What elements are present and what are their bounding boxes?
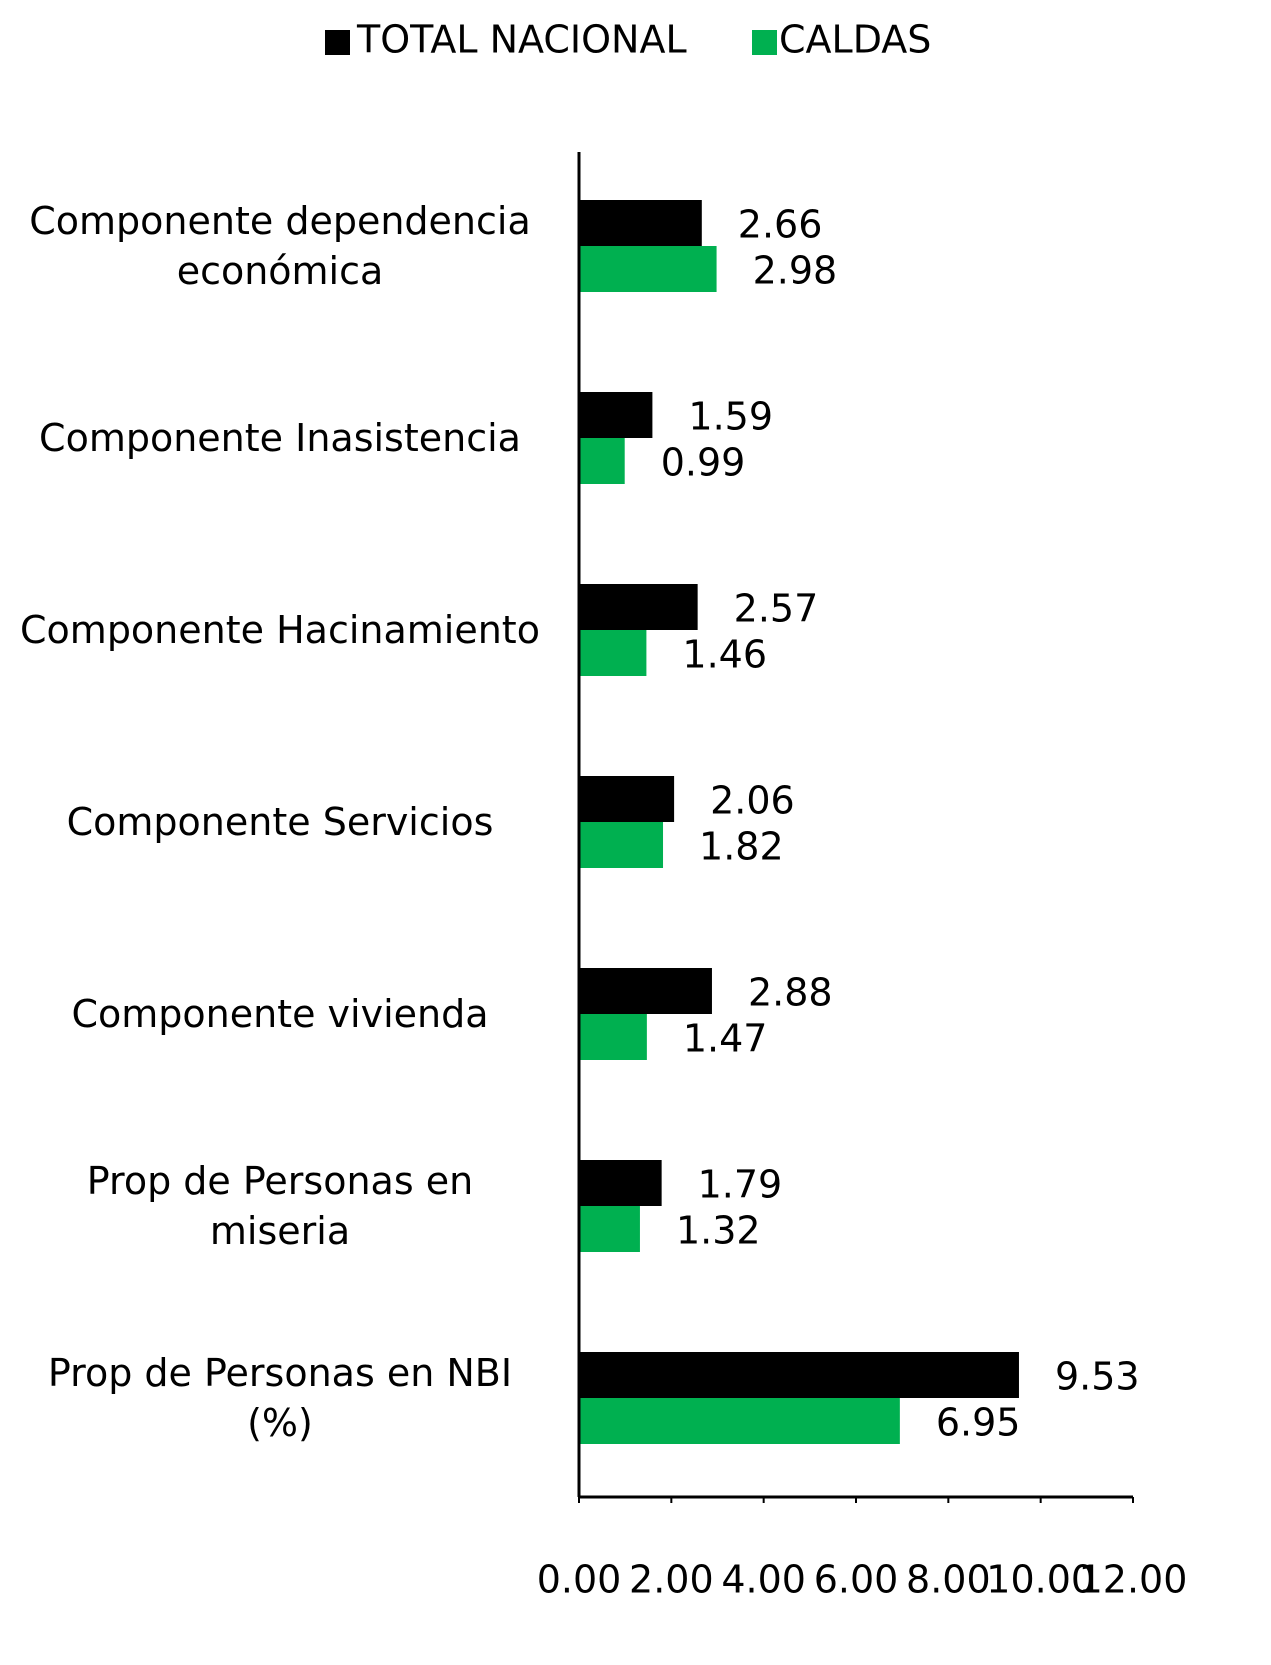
data-label: 2.88: [748, 971, 833, 1015]
data-label: 1.82: [699, 825, 784, 869]
data-label: 2.66: [738, 203, 823, 247]
bar: [579, 1160, 662, 1206]
category-label: Prop de Personas en miseria: [86, 1159, 474, 1253]
bar: [579, 392, 653, 438]
legend-swatch: [752, 30, 777, 55]
data-label: 9.53: [1055, 1355, 1140, 1399]
bar: [579, 1014, 647, 1060]
legend-swatch: [325, 30, 350, 55]
bar: [579, 1398, 900, 1444]
bar: [579, 246, 717, 292]
bar: [579, 630, 647, 676]
bar: [579, 822, 664, 868]
legend-label: CALDAS: [779, 18, 931, 62]
x-tick-label: 8.00: [906, 1558, 991, 1602]
category-label: Prop de Personas en NBI (%): [47, 1351, 513, 1445]
data-label: 1.79: [698, 1163, 783, 1207]
data-label: 2.06: [710, 779, 795, 823]
bar: [579, 968, 712, 1014]
data-label: 1.32: [676, 1209, 761, 1253]
category-label: Componente vivienda: [71, 992, 489, 1036]
category-label: Componente Servicios: [66, 800, 494, 844]
legend-label: TOTAL NACIONAL: [356, 18, 687, 62]
x-tick-label: 12.00: [1079, 1558, 1188, 1602]
data-label: 6.95: [936, 1401, 1021, 1445]
data-label: 1.59: [688, 395, 773, 439]
x-tick-label: 6.00: [814, 1558, 899, 1602]
bar: [579, 438, 625, 484]
bar: [579, 584, 698, 630]
x-tick-label: 4.00: [721, 1558, 806, 1602]
bar: [579, 1206, 640, 1252]
bar: [579, 776, 675, 822]
x-tick-label: 0.00: [537, 1558, 622, 1602]
x-tick-label: 2.00: [629, 1558, 714, 1602]
data-label: 1.47: [683, 1017, 768, 1061]
data-label: 0.99: [661, 441, 746, 485]
category-label: Componente Hacinamiento: [20, 608, 540, 652]
category-label: Componente dependencia económica: [29, 199, 531, 293]
data-label: 1.46: [682, 633, 767, 677]
bar: [579, 200, 702, 246]
data-label: 2.98: [753, 249, 838, 293]
x-tick-label: 10.00: [986, 1558, 1095, 1602]
data-label: 2.57: [734, 587, 819, 631]
bar: [579, 1352, 1019, 1398]
category-label: Componente Inasistencia: [39, 416, 521, 460]
